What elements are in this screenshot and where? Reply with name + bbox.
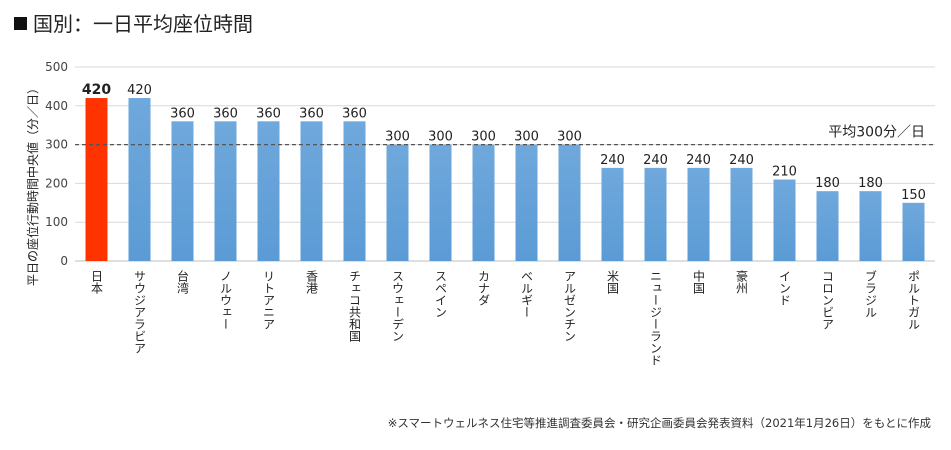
x-tick-label: サウジアラビア	[133, 270, 147, 354]
y-tick-label: 0	[60, 254, 68, 268]
x-tick-label: 香港	[305, 270, 319, 294]
x-tick-label: チェコ共和国	[348, 270, 362, 342]
chart-title-text: 国別：一日平均座位時間	[33, 12, 253, 36]
data-label: 240	[643, 153, 668, 168]
y-axis-label: 平日の座位行動時間中央値（分／日）	[25, 82, 40, 286]
x-tick-label: 豪州	[735, 269, 749, 294]
bar	[515, 144, 538, 261]
data-label: 360	[170, 106, 195, 121]
x-tick-label: スウェーデン	[391, 270, 405, 342]
x-tick-label: ポルトガル	[907, 270, 921, 330]
x-tick-label: ブラジル	[864, 269, 878, 318]
x-tick-label: アルゼンチン	[563, 270, 577, 342]
x-tick-label: 日本	[90, 270, 104, 295]
data-label: 240	[729, 153, 754, 168]
x-tick-label: リトアニア	[262, 270, 276, 330]
y-tick-label: 300	[45, 138, 68, 152]
bar	[601, 167, 624, 261]
x-tick-label: カナダ	[477, 270, 491, 306]
source-note: ※スマートウェルネス住宅等推進調査委員会・研究企画委員会発表資料（2021年1月…	[387, 416, 931, 430]
bar	[85, 98, 108, 261]
data-label: 210	[772, 165, 797, 180]
chart-title: 国別：一日平均座位時間	[14, 8, 253, 37]
bar	[902, 202, 925, 261]
title-square-icon	[14, 17, 27, 30]
data-label: 300	[385, 130, 410, 145]
x-tick-label: 中国	[692, 269, 706, 294]
bar	[214, 121, 237, 261]
bar	[128, 98, 151, 261]
bar	[343, 121, 366, 261]
bar	[816, 191, 839, 261]
bar	[558, 144, 581, 261]
bar	[773, 179, 796, 261]
data-label: 420	[127, 83, 152, 98]
data-label: 360	[213, 106, 238, 121]
bar	[730, 167, 753, 261]
bar	[429, 144, 452, 261]
bar	[644, 167, 667, 261]
x-tick-label: インド	[778, 270, 792, 306]
data-label: 180	[858, 176, 883, 191]
x-tick-label: コロンビア	[821, 270, 835, 330]
data-label: 360	[256, 106, 281, 121]
x-tick-label: ノルウェー	[219, 270, 233, 330]
average-reference-label: 平均300分／日	[828, 125, 925, 141]
bar	[300, 121, 323, 261]
bar	[687, 167, 710, 261]
data-label: 300	[471, 130, 496, 145]
data-label: 420	[82, 82, 111, 98]
data-label: 150	[901, 188, 926, 203]
x-tick-label: ベルギー	[520, 270, 534, 318]
x-tick-label: スペイン	[434, 270, 448, 318]
data-label: 360	[342, 106, 367, 121]
bar	[472, 144, 495, 261]
data-label: 300	[514, 130, 539, 145]
x-tick-label: 台湾	[176, 269, 190, 295]
data-label: 300	[428, 130, 453, 145]
data-label: 360	[299, 106, 324, 121]
bar	[859, 191, 882, 261]
data-label: 180	[815, 176, 840, 191]
y-tick-label: 400	[45, 99, 68, 113]
bar	[257, 121, 280, 261]
x-tick-label: 米国	[606, 270, 620, 294]
data-label: 240	[686, 153, 711, 168]
data-label: 240	[600, 153, 625, 168]
data-label: 300	[557, 130, 582, 145]
bar	[171, 121, 194, 261]
x-tick-label: ニュージーランド	[649, 270, 663, 366]
y-tick-label: 100	[45, 215, 68, 229]
bar	[386, 144, 409, 261]
y-tick-label: 500	[45, 60, 68, 74]
y-tick-label: 200	[45, 176, 68, 190]
